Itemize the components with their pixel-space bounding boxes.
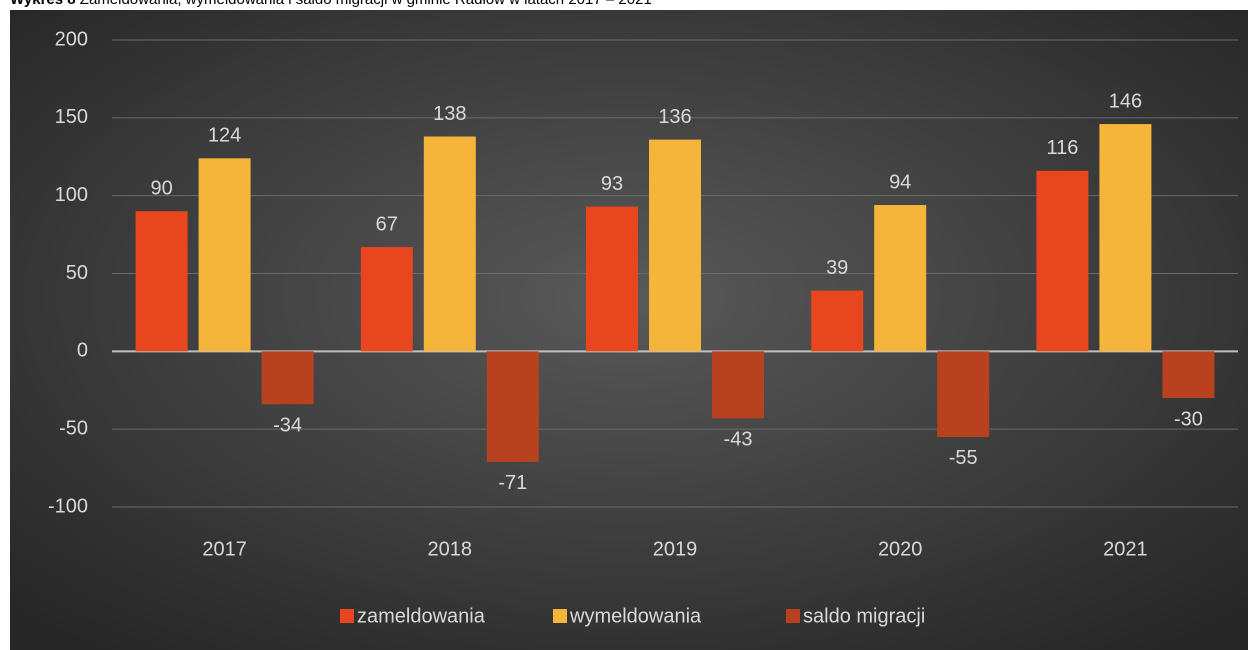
bar (649, 139, 701, 352)
x-tick-label: 2019 (653, 538, 698, 560)
y-tick-label: -50 (59, 417, 88, 439)
data-label: -34 (273, 415, 302, 437)
data-label: -55 (949, 447, 978, 469)
bar (486, 351, 539, 462)
bar (360, 247, 413, 352)
data-label: 116 (1046, 137, 1078, 159)
x-tick-label: 2020 (878, 538, 923, 560)
data-label: 146 (1109, 90, 1142, 112)
y-tick-label: 100 (55, 184, 88, 206)
y-tick-label: 200 (55, 28, 88, 50)
chart-title: Wykres 8 Zameldowania, wymeldowania i sa… (10, 0, 652, 8)
data-label: 136 (658, 106, 691, 128)
bar (198, 158, 251, 352)
title-text: Zameldowania, wymeldowania i saldo migra… (80, 0, 652, 8)
bar (1036, 170, 1089, 352)
bar (874, 205, 927, 352)
data-label: 138 (433, 103, 466, 125)
bar (937, 351, 990, 437)
data-label: 94 (889, 171, 911, 193)
y-tick-label: -100 (48, 495, 88, 517)
x-tick-label: 2021 (1103, 538, 1148, 560)
legend-label: wymeldowania (569, 605, 702, 627)
bar (261, 351, 314, 405)
data-label: 39 (826, 257, 848, 279)
data-label: -71 (498, 472, 527, 494)
legend-swatch (786, 609, 800, 623)
x-tick-label: 2017 (202, 538, 247, 560)
bar (135, 211, 188, 352)
data-label: 93 (601, 173, 623, 195)
y-tick-label: 0 (77, 340, 88, 362)
x-tick-label: 2018 (428, 538, 473, 560)
legend-label: zameldowania (357, 605, 486, 627)
legend-label: saldo migracji (803, 605, 925, 627)
data-label: 124 (208, 125, 241, 147)
bar (712, 351, 764, 419)
data-label: -43 (724, 429, 753, 451)
bar (423, 136, 476, 352)
title-prefix: Wykres 8 (10, 0, 76, 8)
legend-swatch (553, 609, 567, 623)
bar (1162, 351, 1215, 399)
bar (1099, 124, 1152, 352)
legend-swatch (340, 609, 354, 623)
data-label: -30 (1174, 408, 1203, 430)
data-label: 67 (376, 213, 398, 235)
bar (811, 290, 864, 352)
bar (586, 206, 638, 352)
data-label: 90 (150, 178, 172, 200)
y-tick-label: 150 (55, 106, 88, 128)
y-tick-label: 50 (66, 262, 88, 284)
